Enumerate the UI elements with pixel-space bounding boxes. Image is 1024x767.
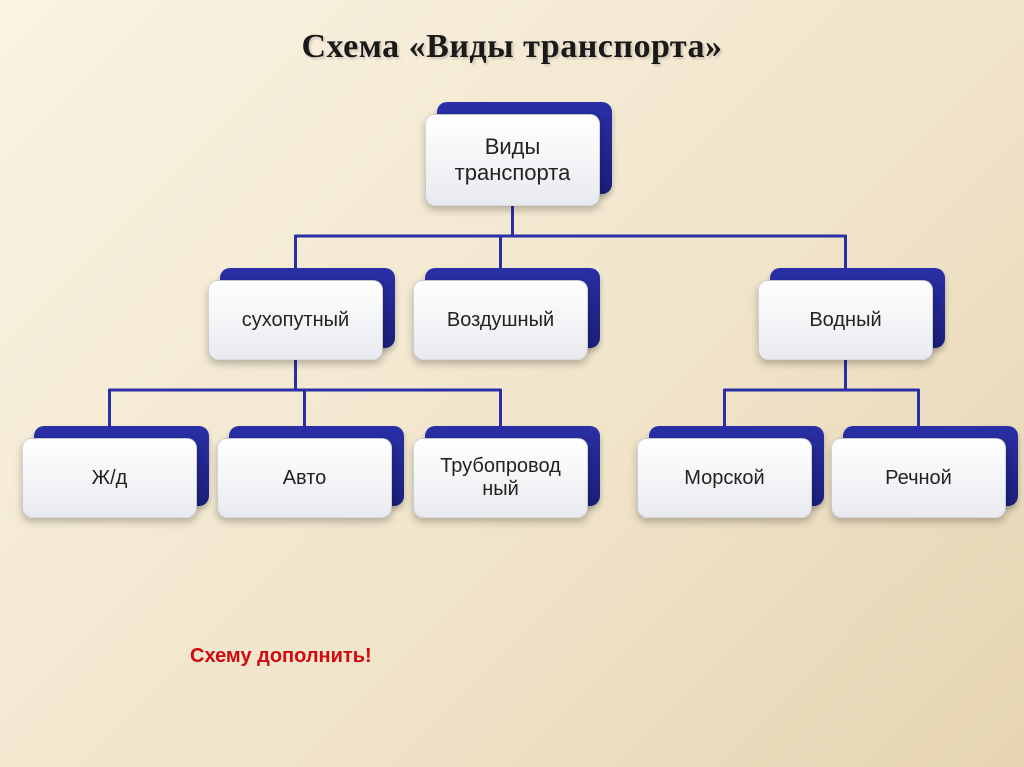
node-pipe-front: Трубопровод ный — [413, 438, 588, 518]
node-water: Водный — [758, 280, 933, 360]
node-water-front: Водный — [758, 280, 933, 360]
node-air-front: Воздушный — [413, 280, 588, 360]
diagram-container: Виды транспорта сухопутный Воздушный Водный… — [0, 0, 1024, 767]
node-rail-front: Ж/д — [22, 438, 197, 518]
node-land: сухопутный — [208, 280, 383, 360]
node-air: Воздушный — [413, 280, 588, 360]
node-sea: Морской — [637, 438, 812, 518]
node-auto-front: Авто — [217, 438, 392, 518]
node-rail: Ж/д — [22, 438, 197, 518]
node-root: Виды транспорта — [425, 114, 600, 206]
node-pipe: Трубопровод ный — [413, 438, 588, 518]
node-auto: Авто — [217, 438, 392, 518]
node-sea-front: Морской — [637, 438, 812, 518]
node-land-front: сухопутный — [208, 280, 383, 360]
node-river-front: Речной — [831, 438, 1006, 518]
node-river: Речной — [831, 438, 1006, 518]
node-root-front: Виды транспорта — [425, 114, 600, 206]
